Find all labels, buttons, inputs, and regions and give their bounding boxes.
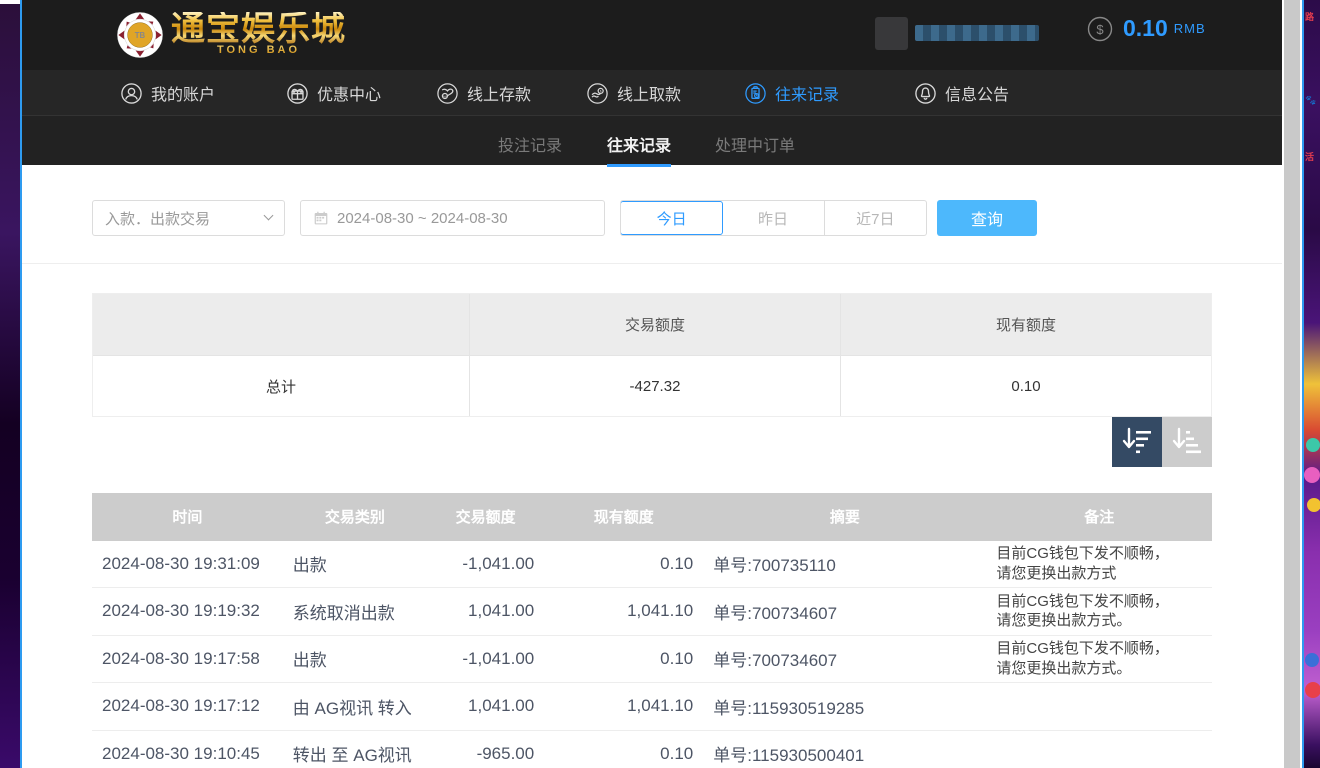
- svg-text:$: $: [1096, 22, 1104, 37]
- svg-text:AM: AM: [443, 94, 448, 98]
